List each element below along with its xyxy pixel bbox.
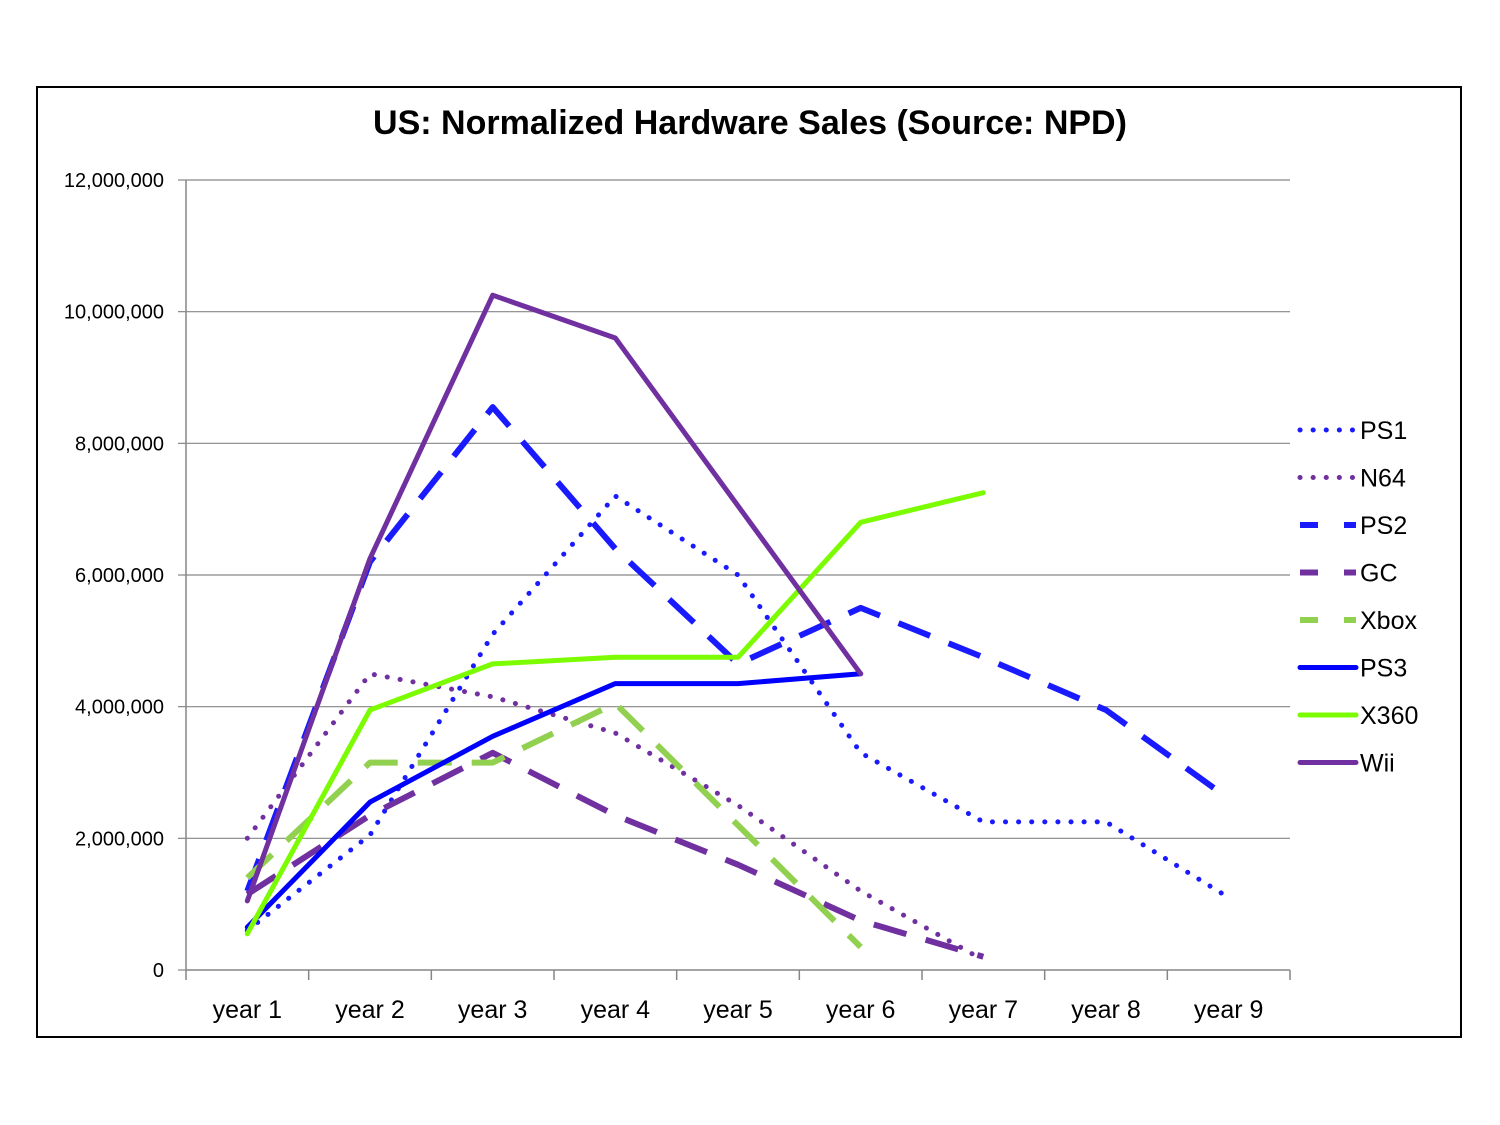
series-lines bbox=[244, 292, 1232, 963]
x-tick-label: year 3 bbox=[458, 996, 527, 1024]
legend-label-ps3: PS3 bbox=[1360, 655, 1407, 683]
legend-label-ps1: PS1 bbox=[1360, 417, 1407, 445]
y-tick-label: 8,000,000 bbox=[75, 433, 164, 455]
legend-label-wii: Wii bbox=[1360, 750, 1395, 778]
series-line-ps2 bbox=[244, 404, 1231, 893]
x-tick-label: year 7 bbox=[949, 996, 1018, 1024]
series-line-wii bbox=[244, 292, 864, 904]
legend-label-n64: N64 bbox=[1360, 465, 1406, 493]
y-tick-label: 4,000,000 bbox=[75, 697, 164, 719]
axes: 0 2,000,000 4,000,000 6,000,000 8,000,000 10,… bbox=[64, 170, 1291, 1024]
chart-title: US: Normalized Hardware Sales (Source: N… bbox=[373, 104, 1127, 142]
legend-label-gc: GC bbox=[1360, 560, 1398, 588]
y-tick-label: 0 bbox=[153, 960, 164, 982]
x-tick-label: year 6 bbox=[826, 996, 895, 1024]
series-line-n64 bbox=[244, 671, 986, 963]
series-line-ps3 bbox=[244, 671, 864, 930]
legend: PS1 N64 PS2 GC Xbox PS3 X360 Wii bbox=[1297, 417, 1418, 778]
legend-label-x360: X360 bbox=[1360, 702, 1418, 730]
y-tick-label: 2,000,000 bbox=[75, 828, 164, 850]
x-tick-label: year 4 bbox=[581, 996, 651, 1024]
y-tick-label: 10,000,000 bbox=[64, 302, 164, 324]
series-line-gc bbox=[245, 749, 985, 960]
x-tick-label: year 2 bbox=[335, 996, 404, 1024]
x-tick-label: year 1 bbox=[213, 996, 282, 1024]
y-tick-label: 6,000,000 bbox=[75, 565, 164, 587]
x-tick-label: year 9 bbox=[1194, 996, 1263, 1024]
legend-label-ps2: PS2 bbox=[1360, 512, 1407, 540]
series-line-ps1 bbox=[244, 493, 1232, 933]
gridlines bbox=[186, 179, 1290, 839]
y-tick-label: 12,000,000 bbox=[64, 170, 164, 192]
series-line-x360 bbox=[244, 490, 986, 937]
chart-frame bbox=[36, 86, 1462, 1038]
series-line-xbox bbox=[245, 700, 863, 950]
legend-label-xbox: Xbox bbox=[1360, 607, 1417, 635]
x-tick-label: year 5 bbox=[703, 996, 772, 1024]
x-tick-label: year 8 bbox=[1071, 996, 1140, 1024]
